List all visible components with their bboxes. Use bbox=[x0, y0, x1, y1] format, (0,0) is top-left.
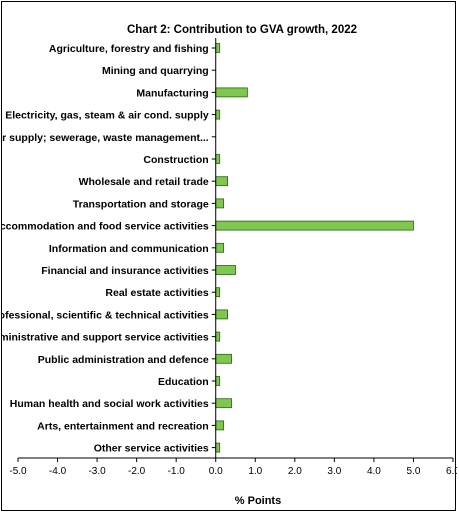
value-tick-label: 0.0 bbox=[209, 466, 223, 477]
chart-title: Chart 2: Contribution to GVA growth, 202… bbox=[127, 24, 357, 36]
value-tick-label: 5.0 bbox=[407, 466, 421, 477]
value-tick-label: -2.0 bbox=[128, 466, 146, 477]
category-label: Other service activities bbox=[94, 443, 209, 455]
category-label: Financial and insurance activities bbox=[41, 265, 209, 277]
category-label: Administrative and support service activ… bbox=[2, 332, 209, 344]
category-label: Arts, entertainment and recreation bbox=[37, 420, 209, 432]
value-tick-label: -4.0 bbox=[49, 466, 67, 477]
bar bbox=[215, 154, 221, 164]
bar bbox=[215, 331, 221, 342]
bar bbox=[215, 442, 221, 453]
category-label: Transportation and storage bbox=[73, 198, 209, 210]
bar bbox=[215, 376, 221, 386]
category-label: Agriculture, forestry and fishing bbox=[49, 43, 209, 55]
category-label: Accommodation and food service activitie… bbox=[2, 221, 209, 233]
bar bbox=[215, 176, 228, 187]
value-tick-label: -3.0 bbox=[88, 466, 106, 477]
bars-group bbox=[215, 43, 414, 453]
bar bbox=[215, 242, 225, 253]
bar bbox=[215, 109, 221, 120]
category-label: Manufacturing bbox=[136, 87, 208, 99]
value-tick-label: 6.0 bbox=[446, 466, 457, 477]
value-tick-label: -5.0 bbox=[9, 466, 27, 477]
category-label: Information and communication bbox=[49, 243, 209, 255]
bar bbox=[215, 265, 236, 275]
x-axis-title: % Points bbox=[235, 495, 281, 507]
category-label: Mining and quarrying bbox=[102, 65, 209, 77]
bar bbox=[215, 353, 232, 364]
category-label: Water supply; sewerage, waste management… bbox=[2, 132, 209, 144]
category-label: Wholesale and retail trade bbox=[79, 176, 209, 188]
bar bbox=[215, 87, 248, 98]
category-label: Construction bbox=[143, 154, 208, 166]
category-label: Human health and social work activities bbox=[10, 398, 209, 410]
value-tick-label: -1.0 bbox=[168, 466, 186, 477]
bar bbox=[215, 220, 414, 231]
value-tick-label: 3.0 bbox=[327, 466, 341, 477]
bar bbox=[215, 309, 228, 320]
value-tick-label: 1.0 bbox=[248, 466, 262, 477]
bar bbox=[215, 198, 225, 209]
category-label: Electricity, gas, steam & air cond. supp… bbox=[5, 110, 209, 122]
bar bbox=[215, 43, 221, 53]
category-label: Public administration and defence bbox=[38, 354, 209, 366]
category-labels: Agriculture, forestry and fishing Mining … bbox=[2, 43, 209, 455]
bar bbox=[215, 420, 225, 431]
bar bbox=[215, 398, 232, 409]
category-label: Real estate activities bbox=[105, 287, 208, 299]
category-label: Professional, scientific & technical act… bbox=[2, 309, 209, 321]
value-tick-label: 2.0 bbox=[288, 466, 302, 477]
x-axis: -5.0 -4.0 -3.0 -2.0 -1.0 0.0 1.0 2.0 3.0 4.0 5.0 6.… bbox=[9, 38, 457, 477]
bar bbox=[215, 287, 221, 298]
value-tick-label: 4.0 bbox=[367, 466, 381, 477]
category-label: Education bbox=[158, 376, 209, 388]
